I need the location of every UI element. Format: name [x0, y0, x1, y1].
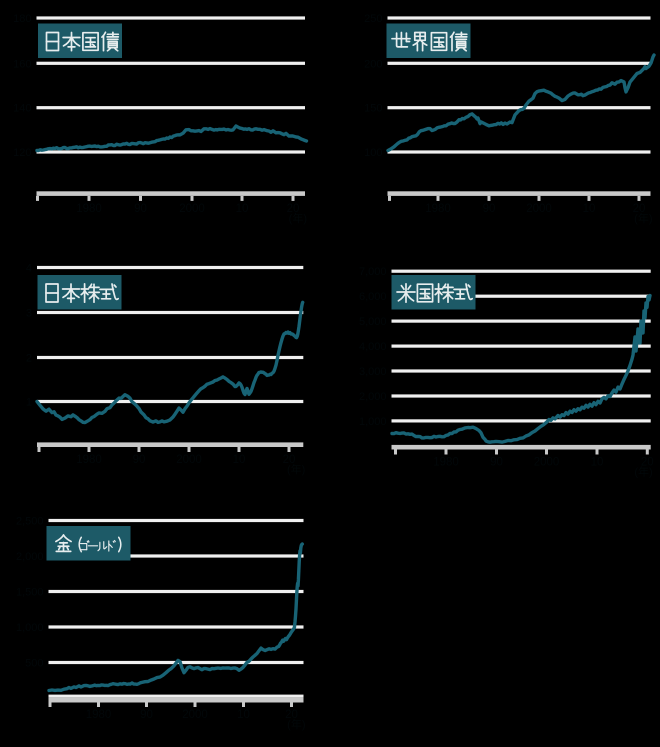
svg-text:10: 10 — [233, 454, 246, 466]
svg-text:(年): (年) — [634, 465, 652, 479]
svg-text:2000: 2000 — [526, 203, 552, 215]
svg-text:10: 10 — [237, 709, 250, 721]
svg-text:180: 180 — [13, 13, 31, 25]
svg-text:10: 10 — [591, 457, 604, 469]
svg-text:1980: 1980 — [86, 709, 112, 721]
svg-text:1980: 1980 — [433, 457, 459, 469]
svg-text:90: 90 — [490, 457, 503, 469]
svg-text:10: 10 — [583, 203, 596, 215]
svg-text:2000: 2000 — [534, 457, 560, 469]
svg-text:20: 20 — [283, 454, 296, 466]
svg-text:2,000: 2,000 — [16, 551, 44, 563]
svg-text:1,500: 1,500 — [16, 587, 44, 599]
svg-text:1980: 1980 — [76, 454, 102, 466]
svg-text:1,000: 1,000 — [16, 622, 44, 634]
svg-text:3,000: 3,000 — [359, 366, 387, 378]
svg-text:1: 1 — [26, 397, 32, 409]
svg-text:90: 90 — [133, 454, 146, 466]
svg-text:200: 200 — [364, 58, 382, 70]
svg-text:10: 10 — [236, 203, 249, 215]
svg-text:160: 160 — [13, 58, 31, 70]
svg-text:20: 20 — [633, 203, 646, 215]
svg-text:6,000: 6,000 — [359, 291, 387, 303]
svg-text:1980: 1980 — [76, 203, 102, 215]
svg-text:90: 90 — [483, 203, 496, 215]
svg-text:500: 500 — [25, 658, 43, 670]
svg-text:2,000: 2,000 — [359, 391, 387, 403]
svg-text:(年): (年) — [287, 462, 305, 476]
svg-text:(年): (年) — [289, 211, 307, 225]
svg-text:2000: 2000 — [179, 203, 205, 215]
svg-text:140: 140 — [13, 103, 31, 115]
svg-text:1,000: 1,000 — [359, 416, 387, 428]
svg-text:5,000: 5,000 — [359, 316, 387, 328]
svg-text:7,000: 7,000 — [359, 266, 387, 278]
svg-text:2,500: 2,500 — [16, 516, 44, 528]
svg-text:2: 2 — [26, 353, 32, 365]
svg-text:3: 3 — [26, 308, 32, 320]
svg-text:4,000: 4,000 — [359, 341, 387, 353]
svg-text:2000: 2000 — [176, 454, 202, 466]
svg-text:1980: 1980 — [425, 203, 451, 215]
svg-text:90: 90 — [134, 203, 147, 215]
svg-text:20: 20 — [285, 709, 298, 721]
svg-text:(年): (年) — [287, 717, 305, 731]
svg-text:4: 4 — [26, 263, 32, 275]
svg-text:90: 90 — [140, 709, 153, 721]
svg-text:150: 150 — [364, 103, 382, 115]
svg-text:20: 20 — [287, 203, 300, 215]
svg-text:250: 250 — [364, 13, 382, 25]
svg-text:100: 100 — [364, 147, 382, 159]
svg-text:2000: 2000 — [182, 709, 208, 721]
svg-text:20: 20 — [641, 457, 654, 469]
svg-text:(年): (年) — [634, 211, 652, 225]
svg-text:120: 120 — [13, 147, 31, 159]
